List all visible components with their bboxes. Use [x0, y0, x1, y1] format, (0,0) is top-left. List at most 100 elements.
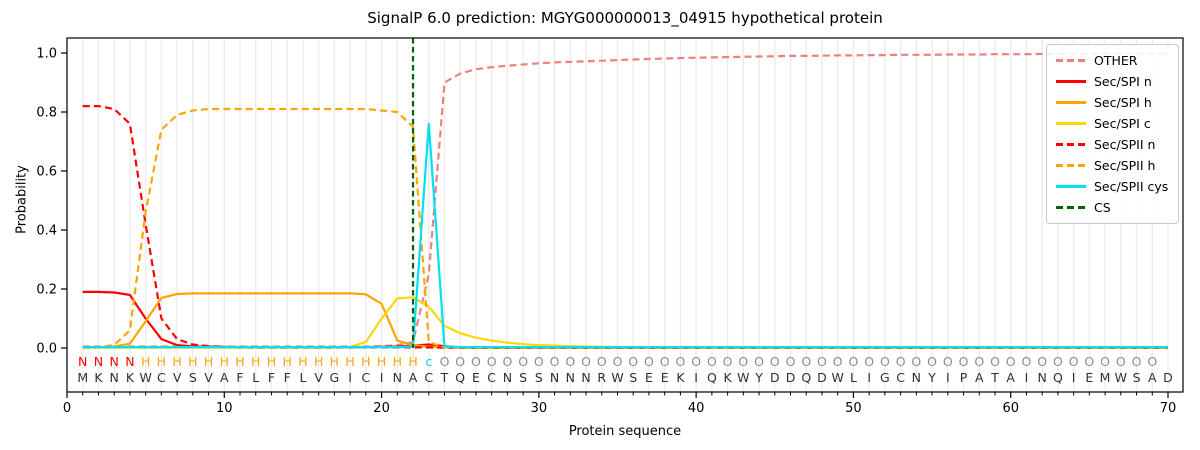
region-annotation-letter: O: [911, 354, 921, 369]
x-tick-label: 40: [688, 401, 705, 416]
legend-item: Sec/SPI h: [1056, 94, 1168, 111]
region-annotation-letter: O: [440, 354, 450, 369]
y-tick-label: 0.6: [36, 165, 57, 180]
residue-letter: Y: [927, 370, 936, 385]
region-annotation-letter: O: [786, 354, 796, 369]
residue-letter: Q: [1053, 370, 1063, 385]
residue-letter: I: [1072, 370, 1076, 385]
region-annotation-letter: O: [1022, 354, 1032, 369]
region-annotation-letter: O: [550, 354, 560, 369]
residue-letter: D: [786, 370, 796, 385]
region-annotation-letter: O: [455, 354, 465, 369]
residue-letter: R: [597, 370, 606, 385]
region-annotation-letter: O: [534, 354, 544, 369]
residue-letter: E: [472, 370, 480, 385]
residue-letter: E: [661, 370, 669, 385]
residue-letter: F: [284, 370, 291, 385]
legend-label: CS: [1094, 199, 1111, 215]
x-tick-label: 50: [845, 401, 862, 416]
residue-letter: C: [487, 370, 496, 385]
region-annotation-letter: O: [1147, 354, 1157, 369]
residue-letter: N: [566, 370, 575, 385]
region-annotation-letter: O: [927, 354, 937, 369]
legend-item: Sec/SPI c: [1056, 115, 1168, 132]
region-annotation-letter: H: [157, 354, 166, 369]
region-annotation-letter: O: [959, 354, 969, 369]
region-annotation-letter: H: [408, 354, 417, 369]
legend-line-swatch: [1056, 163, 1086, 167]
legend-item: Sec/SPII h: [1056, 157, 1168, 174]
series-sec-spi-c: [82, 296, 1168, 349]
residue-letter: A: [1148, 370, 1157, 385]
region-annotation-letter: O: [597, 354, 607, 369]
residue-letter: V: [314, 370, 323, 385]
series-sec-spi-n: [82, 290, 1168, 349]
residue-letter: N: [581, 370, 590, 385]
region-annotation-letter: H: [393, 354, 402, 369]
legend-label: Sec/SPI c: [1094, 115, 1151, 131]
legend-line-swatch: [1056, 79, 1086, 83]
residue-letter: W: [139, 370, 151, 385]
region-annotation-letter: H: [204, 354, 213, 369]
region-annotation-letter: O: [849, 354, 859, 369]
residue-letter: L: [850, 370, 857, 385]
residue-letter: A: [1006, 370, 1015, 385]
residue-letter: K: [126, 370, 135, 385]
residue-letter: W: [611, 370, 623, 385]
region-annotation-letter: O: [974, 354, 984, 369]
legend-label: Sec/SPII h: [1094, 157, 1156, 173]
residue-letter: Y: [754, 370, 763, 385]
residue-letter: A: [975, 370, 984, 385]
residue-letter: S: [1133, 370, 1141, 385]
series-sec-spii-h: [82, 107, 1168, 349]
residue-letter: F: [268, 370, 275, 385]
region-annotation-letter: H: [377, 354, 386, 369]
residue-letter: A: [409, 370, 418, 385]
residue-letter: Q: [455, 370, 465, 385]
region-annotation-letter: O: [691, 354, 701, 369]
residue-letter: T: [990, 370, 999, 385]
residue-letter: S: [519, 370, 527, 385]
region-annotation-letter: H: [188, 354, 197, 369]
residue-letter: S: [629, 370, 637, 385]
series-other: [82, 52, 1168, 348]
residue-letter: C: [896, 370, 905, 385]
residue-letter: D: [817, 370, 827, 385]
region-annotation-letter: O: [738, 354, 748, 369]
region-annotation-letter: O: [565, 354, 575, 369]
region-annotation-letter: N: [110, 354, 119, 369]
residue-letter: N: [393, 370, 402, 385]
region-annotation-letter: O: [1069, 354, 1079, 369]
residue-letter: T: [440, 370, 449, 385]
region-annotation-letter: O: [613, 354, 623, 369]
region-annotation-letter: H: [298, 354, 307, 369]
region-annotation-letter: N: [78, 354, 87, 369]
residue-letter: P: [960, 370, 968, 385]
region-annotation-letter: O: [754, 354, 764, 369]
region-annotation-letter: O: [880, 354, 890, 369]
series-sec-spii-cys: [82, 122, 1168, 349]
residue-letter: S: [535, 370, 543, 385]
region-annotation-letter: H: [220, 354, 229, 369]
region-annotation-letter: O: [833, 354, 843, 369]
legend-label: OTHER: [1094, 52, 1138, 68]
legend-line-swatch: [1056, 121, 1086, 125]
region-annotation-letter: O: [723, 354, 733, 369]
region-annotation-letter: O: [502, 354, 512, 369]
region-annotation-letter: O: [487, 354, 497, 369]
region-annotation-letter: N: [125, 354, 134, 369]
x-tick-label: 0: [63, 401, 71, 416]
legend-item: Sec/SPI n: [1056, 73, 1168, 90]
y-tick-label: 0.4: [36, 224, 57, 239]
region-annotation-letter: O: [581, 354, 591, 369]
region-annotation-letter: H: [361, 354, 370, 369]
residue-letter: E: [645, 370, 653, 385]
region-annotation-letter: H: [251, 354, 260, 369]
region-annotation-letter: c: [425, 354, 432, 369]
series-sec-spi-h: [82, 292, 1168, 349]
region-annotation-letter: O: [1084, 354, 1094, 369]
y-tick-label: 1.0: [36, 47, 57, 62]
region-annotation-letter: O: [896, 354, 906, 369]
region-annotation-letter: O: [707, 354, 717, 369]
